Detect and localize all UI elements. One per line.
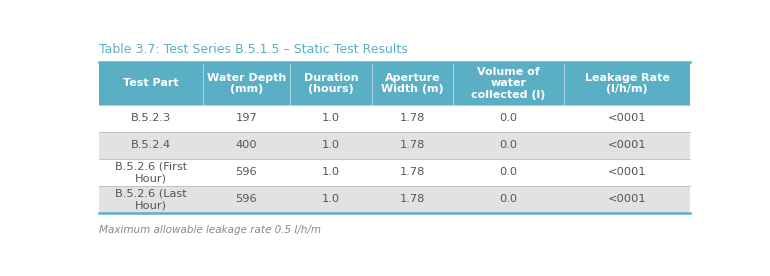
Text: Table 3.7: Test Series B.5.1.5 – Static Test Results: Table 3.7: Test Series B.5.1.5 – Static … (99, 43, 408, 56)
Text: 0.0: 0.0 (500, 113, 517, 123)
Bar (99, 62, 690, 105)
Text: 1.78: 1.78 (400, 194, 425, 204)
Text: Water Depth
(mm): Water Depth (mm) (206, 73, 286, 94)
Text: <0001: <0001 (608, 194, 646, 204)
Text: 400: 400 (236, 140, 257, 150)
Text: 1.78: 1.78 (400, 167, 425, 177)
Text: Leakage Rate
(l/h/m): Leakage Rate (l/h/m) (584, 73, 670, 94)
Text: Duration
(hours): Duration (hours) (303, 73, 358, 94)
Text: 1.0: 1.0 (322, 113, 340, 123)
Text: Test Part: Test Part (123, 78, 179, 88)
Text: 0.0: 0.0 (500, 167, 517, 177)
Bar (99, 186, 690, 213)
Text: B.5.2.3: B.5.2.3 (131, 113, 171, 123)
Text: 1.78: 1.78 (400, 113, 425, 123)
Text: Aperture
Width (m): Aperture Width (m) (381, 73, 444, 94)
Text: B.5.2.4: B.5.2.4 (131, 140, 171, 150)
Text: B.5.2.6 (First
Hour): B.5.2.6 (First Hour) (115, 161, 187, 183)
Text: Maximum allowable leakage rate 0.5 l/h/m: Maximum allowable leakage rate 0.5 l/h/m (99, 225, 321, 235)
Text: 197: 197 (236, 113, 257, 123)
Text: <0001: <0001 (608, 113, 646, 123)
Text: <0001: <0001 (608, 140, 646, 150)
Text: 0.0: 0.0 (500, 140, 517, 150)
Bar (99, 105, 690, 132)
Text: Volume of
water
collected (l): Volume of water collected (l) (471, 67, 546, 100)
Text: 1.0: 1.0 (322, 167, 340, 177)
Text: 596: 596 (236, 167, 257, 177)
Text: 596: 596 (236, 194, 257, 204)
Bar (99, 159, 690, 186)
Text: B.5.2.6 (Last
Hour): B.5.2.6 (Last Hour) (115, 189, 187, 210)
Text: 1.0: 1.0 (322, 140, 340, 150)
Text: <0001: <0001 (608, 167, 646, 177)
Text: 1.78: 1.78 (400, 140, 425, 150)
Bar (99, 132, 690, 159)
Text: 1.0: 1.0 (322, 194, 340, 204)
Text: 0.0: 0.0 (500, 194, 517, 204)
